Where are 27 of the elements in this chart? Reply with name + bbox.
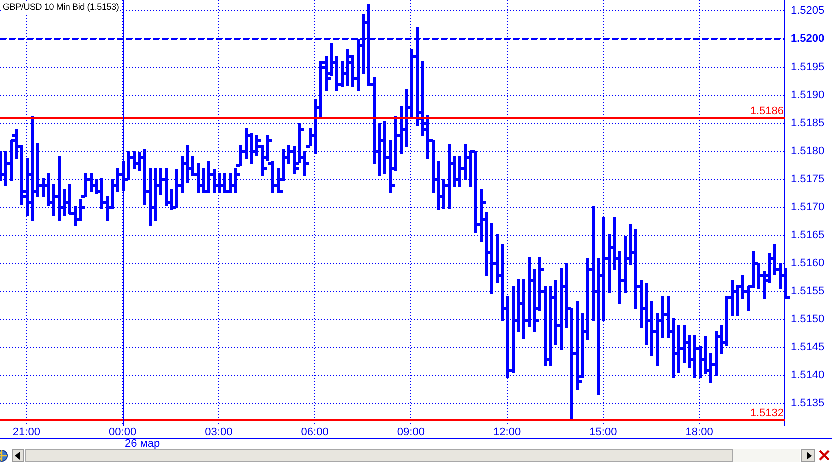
chart-title: GBP/USD 10 Min Bid (1.5153) <box>2 2 120 13</box>
x-tick-label: 12:00 <box>494 426 522 439</box>
ref-line-label: 26 мар <box>125 438 160 450</box>
y-tick-label: 1.5205 <box>791 5 825 18</box>
y-tick-label: 1.5155 <box>791 286 825 298</box>
y-tick-label: 1.5145 <box>791 342 825 354</box>
x-tick-label: 09:00 <box>397 426 425 439</box>
y-tick-label: 1.5150 <box>791 314 825 326</box>
x-tick-label: 06:00 <box>301 426 329 439</box>
x-tick-label: 21:00 <box>12 426 40 439</box>
x-tick-label: 15:00 <box>590 426 618 439</box>
y-tick-label: 1.5195 <box>791 61 825 74</box>
y-tick-label: 1.5165 <box>791 229 825 242</box>
y-tick-label: 1.5175 <box>791 173 825 186</box>
y-tick-label: 1.5170 <box>791 201 825 214</box>
ref-line-label: 1.5186 <box>750 106 784 118</box>
y-tick-label: 1.5160 <box>791 257 825 270</box>
x-tick-label: 03:00 <box>205 426 233 439</box>
y-tick-label: 1.5140 <box>791 370 825 382</box>
ref-line-label: 1.5132 <box>750 408 784 420</box>
x-tick-label: 18:00 <box>686 426 714 439</box>
y-tick-label: 1.5135 <box>791 398 825 410</box>
y-tick-label: 1.5180 <box>791 145 825 158</box>
y-tick-label: 1.5185 <box>791 117 825 130</box>
y-tick-label: 1.5190 <box>791 89 825 102</box>
ref-line-label: 1.5200 <box>791 33 825 46</box>
x-tick-label: 00:00 <box>109 426 137 439</box>
